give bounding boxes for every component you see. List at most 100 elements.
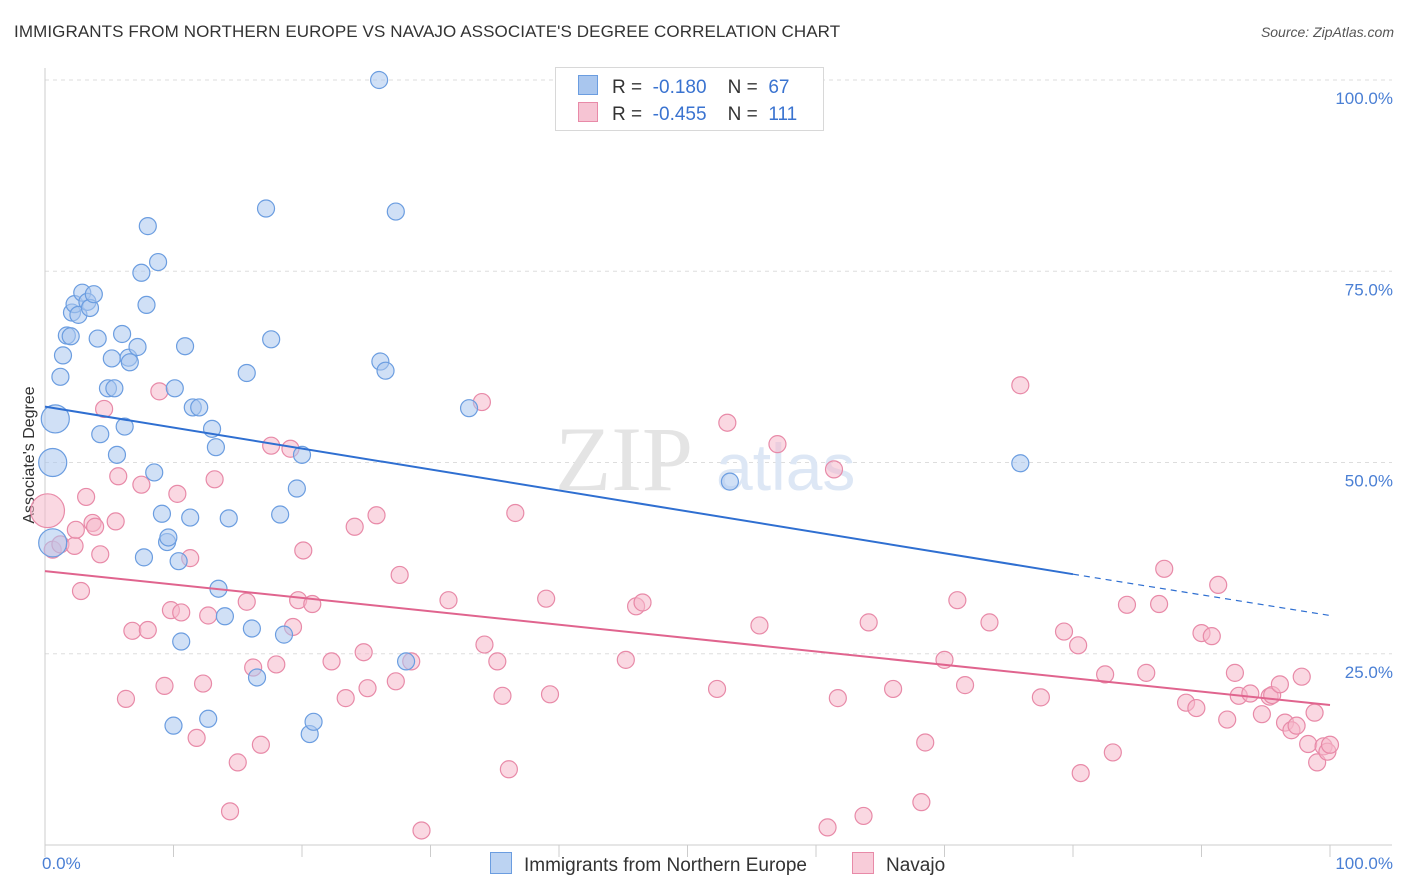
northern-europe-point (206, 438, 226, 457)
stats-legend: R = -0.180 N = 67 R = -0.455 N = 111 (555, 67, 824, 131)
navajo-point (506, 503, 525, 523)
navajo-point (859, 613, 878, 632)
navajo-point (237, 592, 256, 611)
legend-r-value: -0.180 (652, 77, 707, 98)
x-tick-label: 100.0% (1335, 854, 1393, 873)
legend-row-northern-europe: R = -0.180 N = 67 (578, 75, 789, 99)
navajo-point (912, 793, 931, 812)
navajo-point (1320, 735, 1340, 754)
northern-europe-point (137, 295, 156, 315)
navajo-point (1225, 663, 1245, 682)
navajo-point (228, 753, 247, 772)
northern-europe-point (376, 361, 395, 380)
y-tick-label: 75.0% (1345, 280, 1393, 299)
northern-europe-point (165, 379, 184, 398)
chart-title: IMMIGRANTS FROM NORTHERN EUROPE VS NAVAJ… (14, 22, 841, 41)
navajo-point (1155, 559, 1174, 578)
northern-europe-point (215, 607, 234, 626)
northern-europe-point (51, 367, 70, 386)
northern-europe-point (237, 363, 256, 383)
northern-europe-point (396, 652, 416, 671)
legend-swatch-pink (852, 852, 874, 874)
x-tick-label: 0.0% (42, 854, 81, 873)
navajo-point (91, 545, 110, 564)
northern-europe-point (159, 528, 178, 547)
navajo-point (1202, 627, 1221, 646)
northern-europe-point (88, 329, 107, 348)
northern-europe-point (152, 504, 172, 523)
navajo-point (883, 679, 903, 699)
northern-europe-trend-line (44, 405, 1074, 576)
northern-europe-point (148, 252, 168, 272)
y-axis-label: Associate's Degree (21, 386, 38, 523)
navajo-point (322, 652, 341, 671)
navajo-point (948, 591, 967, 610)
trend-lines (44, 405, 1331, 706)
legend-n-label: N = (727, 77, 758, 98)
navajo-point (475, 635, 494, 654)
navajo-point (1149, 594, 1169, 614)
y-tick-label: 50.0% (1345, 472, 1393, 491)
navajo-point (1071, 763, 1090, 783)
navajo-point (824, 460, 844, 479)
navajo-point (386, 672, 405, 691)
northern-europe-point (190, 398, 209, 417)
navajo-point (633, 593, 652, 612)
navajo-point (86, 517, 105, 536)
legend-swatch-blue (490, 852, 512, 874)
navajo-point (150, 382, 169, 401)
northern-europe-point (181, 508, 200, 527)
navajo-point (220, 802, 240, 821)
northern-europe-point (247, 668, 267, 687)
navajo-point (439, 591, 458, 610)
northern-europe-point (53, 346, 73, 365)
northern-europe-point (132, 263, 151, 282)
navajo-point (1096, 665, 1115, 684)
northern-europe-point (720, 472, 740, 491)
navajo-point (345, 517, 364, 536)
navajo-point (30, 493, 66, 529)
northern-europe-point (242, 619, 261, 638)
navajo-point (412, 821, 431, 840)
legend-swatch-blue (578, 75, 598, 95)
navajo-point (95, 399, 114, 419)
navajo-point (718, 413, 737, 432)
navajo-point (294, 541, 313, 560)
northern-europe-point (112, 324, 132, 344)
northern-europe-point (120, 353, 139, 372)
navajo-point (1299, 734, 1318, 754)
northern-europe-point (38, 528, 68, 558)
navajo-point (493, 686, 512, 705)
legend-label-navajo: Navajo (886, 855, 946, 876)
navajo-point (828, 689, 847, 708)
navajo-point (916, 733, 935, 752)
y-tick-label: 25.0% (1345, 663, 1393, 682)
navajo-point (336, 689, 355, 708)
navajo-point (1117, 595, 1137, 614)
northern-europe-points (38, 70, 1030, 744)
navajo-point (1241, 684, 1260, 703)
navajo-point (707, 679, 727, 699)
navajo-point (71, 581, 91, 601)
navajo-point (77, 487, 96, 507)
legend-n-label: N = (727, 104, 758, 125)
northern-europe-point (138, 217, 157, 236)
northern-europe-point (169, 552, 188, 571)
navajo-point (354, 643, 373, 662)
northern-europe-point (84, 285, 103, 304)
northern-europe-point (175, 337, 195, 356)
northern-europe-point (164, 716, 183, 735)
navajo-point (251, 735, 270, 754)
navajo-point (1305, 703, 1324, 722)
legend-r-label: R = (612, 104, 643, 125)
legend-swatch-pink (578, 102, 598, 122)
legend-n-value: 67 (768, 77, 790, 98)
navajo-point (1252, 705, 1271, 724)
northern-europe-point (105, 379, 124, 398)
northern-europe-point (40, 404, 70, 434)
northern-europe-point (172, 632, 191, 651)
navajo-point (358, 679, 377, 698)
grid-lines (45, 79, 1392, 655)
northern-europe-point (61, 327, 80, 346)
northern-europe-point (271, 505, 290, 524)
